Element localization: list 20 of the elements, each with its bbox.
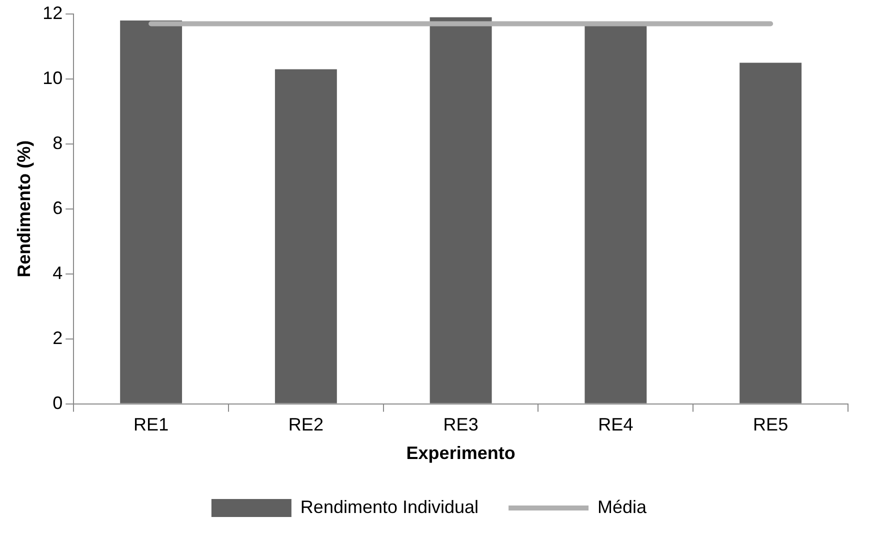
bar [430,17,492,404]
y-tick-label: 12 [42,2,63,23]
y-tick-label: 6 [52,198,63,218]
y-axis-title: Rendimento (%) [14,140,34,278]
y-tick-label: 0 [52,392,63,413]
y-tick-label: 8 [52,132,63,153]
y-tick-label: 4 [52,262,63,283]
y-tick-label: 10 [42,68,63,88]
legend-label: Rendimento Individual [300,496,479,517]
x-axis-title: Experimento [406,443,516,464]
x-tick-label: RE4 [598,414,634,435]
x-tick-label: RE2 [288,414,324,435]
y-tick-label: 2 [52,328,63,348]
bar [120,20,182,404]
bar [274,69,337,404]
legend-label: Média [598,496,648,517]
x-tick-label: RE1 [134,414,169,435]
bar [740,62,802,404]
x-tick-label: RE3 [443,414,478,435]
x-tick-label: RE5 [753,414,788,435]
